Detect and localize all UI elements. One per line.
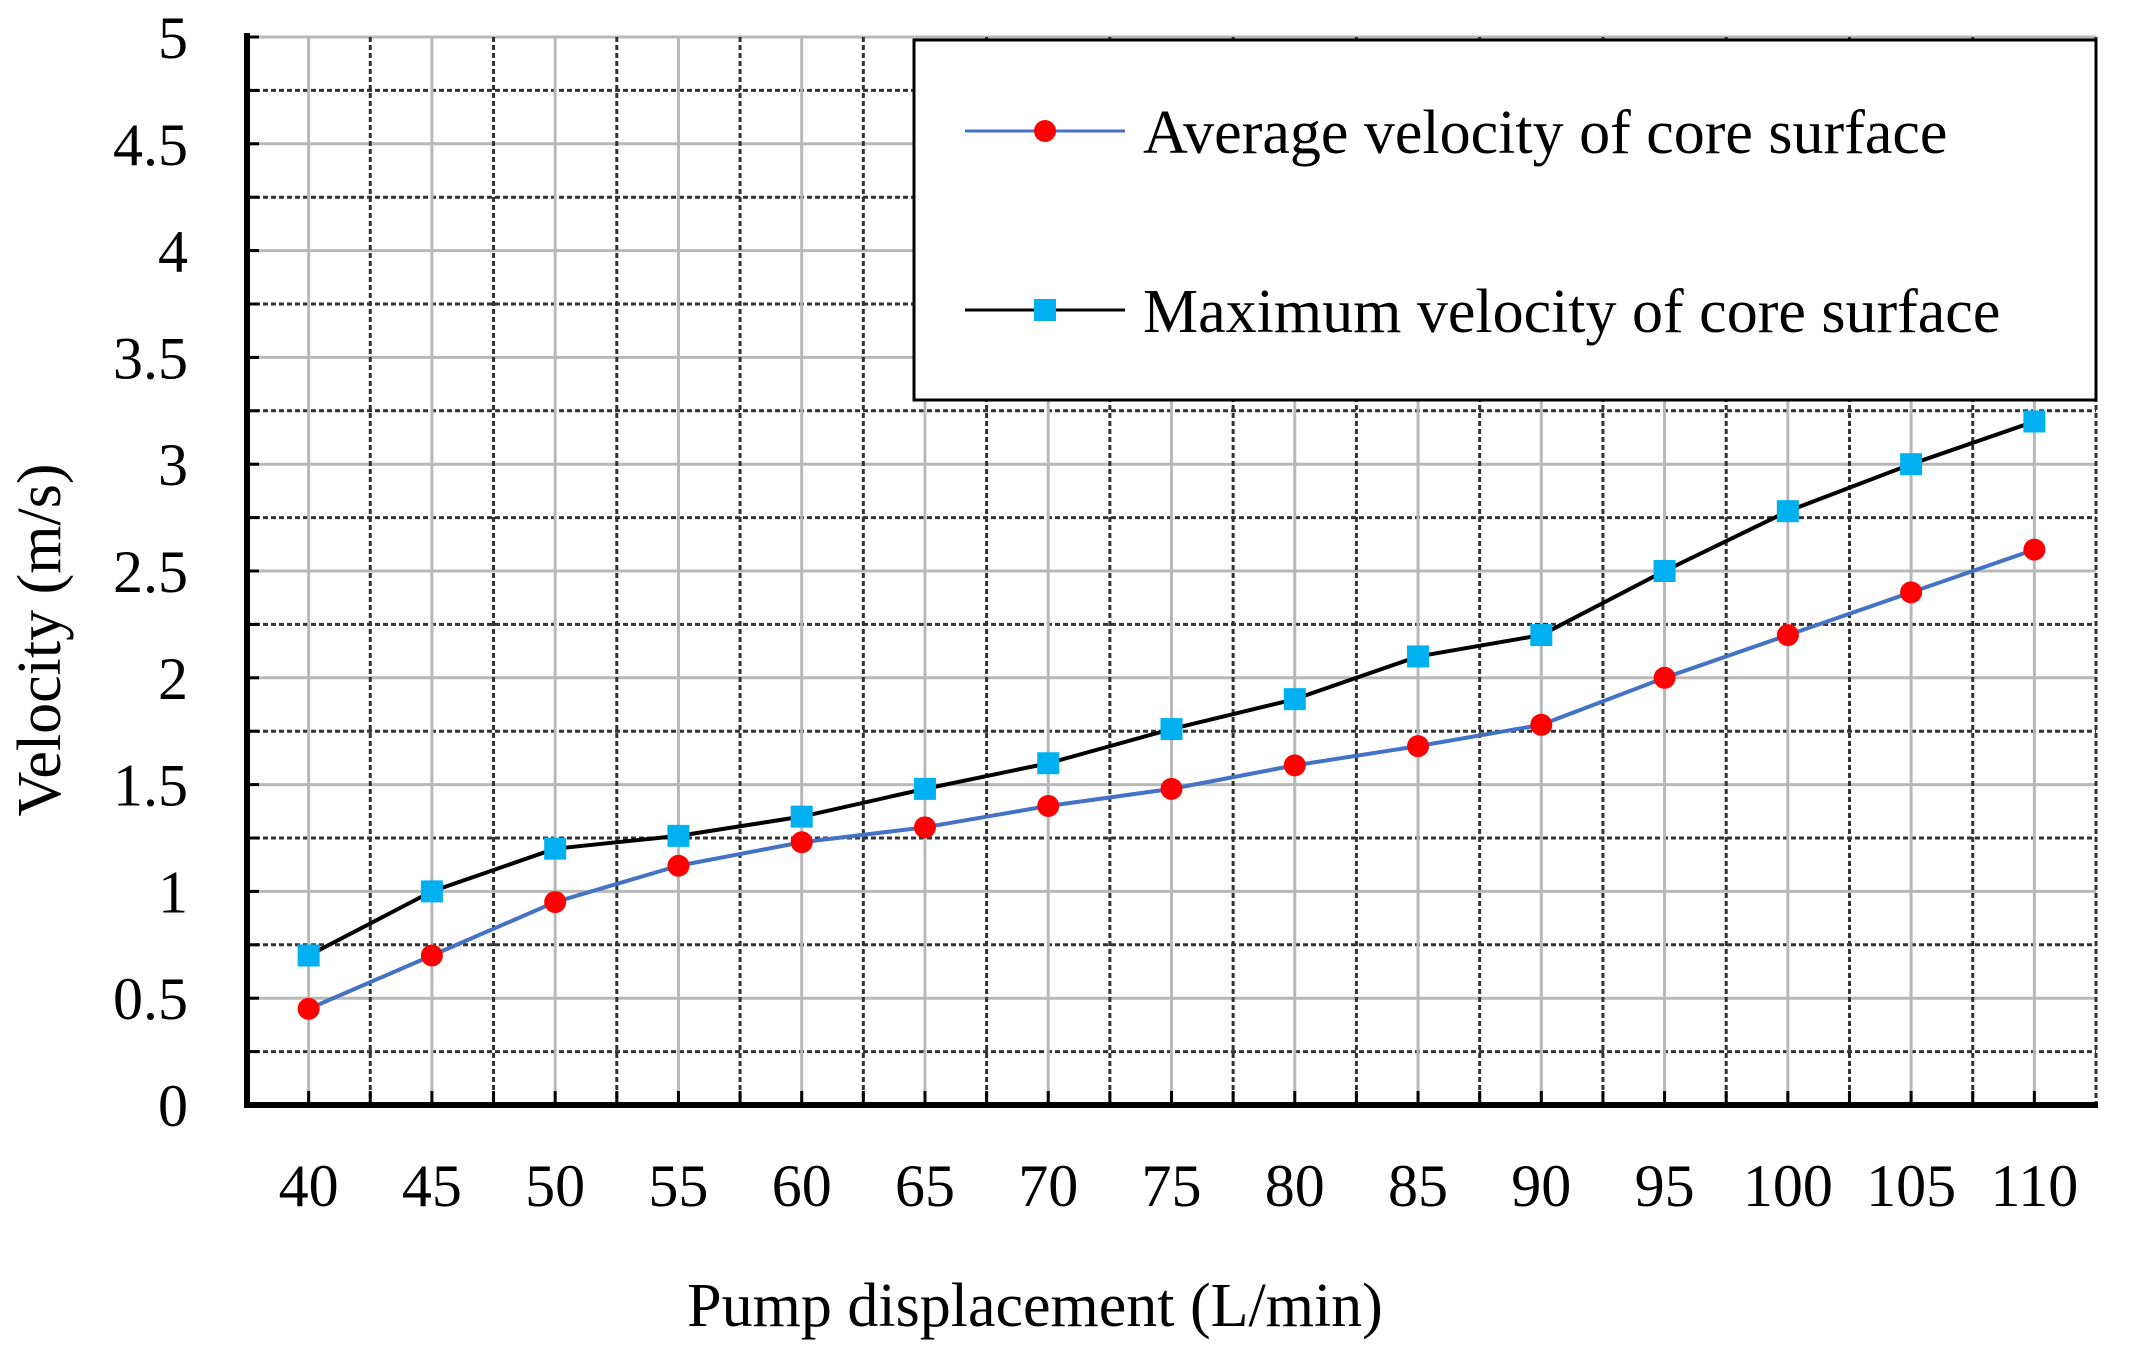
data-point <box>1160 718 1183 741</box>
x-axis-title: Pump displacement (L/min) <box>687 1272 1383 1340</box>
data-point <box>1407 735 1430 758</box>
legend-box <box>912 38 2098 402</box>
data-point <box>1653 666 1676 689</box>
x-tick-label: 80 <box>1265 1153 1325 1219</box>
y-tick-label: 5 <box>158 5 188 71</box>
data-point <box>1407 645 1430 668</box>
data-point <box>1160 777 1183 800</box>
data-point <box>297 997 320 1020</box>
data-point <box>1653 560 1676 582</box>
y-tick-label: 2.5 <box>113 539 188 605</box>
data-point <box>1283 754 1306 777</box>
y-tick-label: 1.5 <box>113 753 188 819</box>
data-point <box>913 777 936 800</box>
data-point <box>2023 410 2046 433</box>
data-point <box>1530 713 1553 736</box>
x-tick-label: 100 <box>1743 1153 1833 1219</box>
x-tick-label: 45 <box>402 1153 462 1219</box>
data-point <box>1530 624 1553 647</box>
data-point <box>790 831 813 854</box>
data-point <box>1037 794 1060 817</box>
x-tick-label: 50 <box>525 1153 585 1219</box>
x-tick-label: 60 <box>772 1153 832 1219</box>
x-tick-label: 65 <box>895 1153 955 1219</box>
axes <box>244 33 2098 1108</box>
x-tick-label: 75 <box>1142 1153 1202 1219</box>
data-point <box>1037 752 1060 775</box>
data-point <box>544 891 567 914</box>
series-average <box>297 538 2046 1020</box>
y-tick-label: 0.5 <box>113 966 188 1032</box>
data-point <box>1776 624 1799 647</box>
x-tick-label: 40 <box>279 1153 339 1219</box>
y-tick-label: 1 <box>158 859 188 925</box>
legend-label-average: Average velocity of core surface <box>1143 99 1947 167</box>
data-point <box>297 944 320 967</box>
legend-marker-maximum <box>1034 299 1056 321</box>
x-tick-label: 55 <box>648 1153 708 1219</box>
x-tick-label: 70 <box>1018 1153 1078 1219</box>
data-point <box>420 944 443 967</box>
data-point <box>420 880 443 903</box>
series <box>297 410 2046 1020</box>
data-point <box>1283 688 1306 711</box>
legend: Average velocity of core surface Maximum… <box>912 38 2098 402</box>
data-point <box>790 805 813 828</box>
data-point <box>1900 581 1923 604</box>
data-point <box>1776 500 1799 523</box>
data-point <box>2023 538 2046 561</box>
x-tick-label: 110 <box>1990 1153 2078 1219</box>
series-maximum <box>297 410 2046 967</box>
y-tick-label: 4.5 <box>113 112 188 178</box>
x-tick-labels: 40 45 50 55 60 65 70 75 80 85 90 95 100 105 110 <box>279 1153 2079 1219</box>
y-tick-label: 3 <box>158 432 188 498</box>
legend-marker-average <box>1034 120 1056 142</box>
x-tick-label: 85 <box>1388 1153 1448 1219</box>
data-point <box>667 854 690 877</box>
y-tick-labels: 0 0.5 1 1.5 2 2.5 3 3.5 4 4.5 5 <box>113 5 188 1139</box>
data-point <box>544 837 567 860</box>
x-tick-label: 90 <box>1511 1153 1571 1219</box>
y-axis-title: Velocity (m/s) <box>6 464 74 817</box>
y-tick-label: 4 <box>158 219 188 285</box>
y-tick-label: 3.5 <box>113 325 188 391</box>
y-tick-label: 0 <box>158 1073 188 1139</box>
x-tick-label: 105 <box>1866 1153 1956 1219</box>
x-tick-label: 95 <box>1635 1153 1695 1219</box>
y-tick-label: 2 <box>158 646 188 712</box>
data-point <box>667 824 690 847</box>
legend-label-maximum: Maximum velocity of core surface <box>1143 278 2000 346</box>
data-point <box>1900 453 1923 476</box>
data-point <box>913 816 936 839</box>
